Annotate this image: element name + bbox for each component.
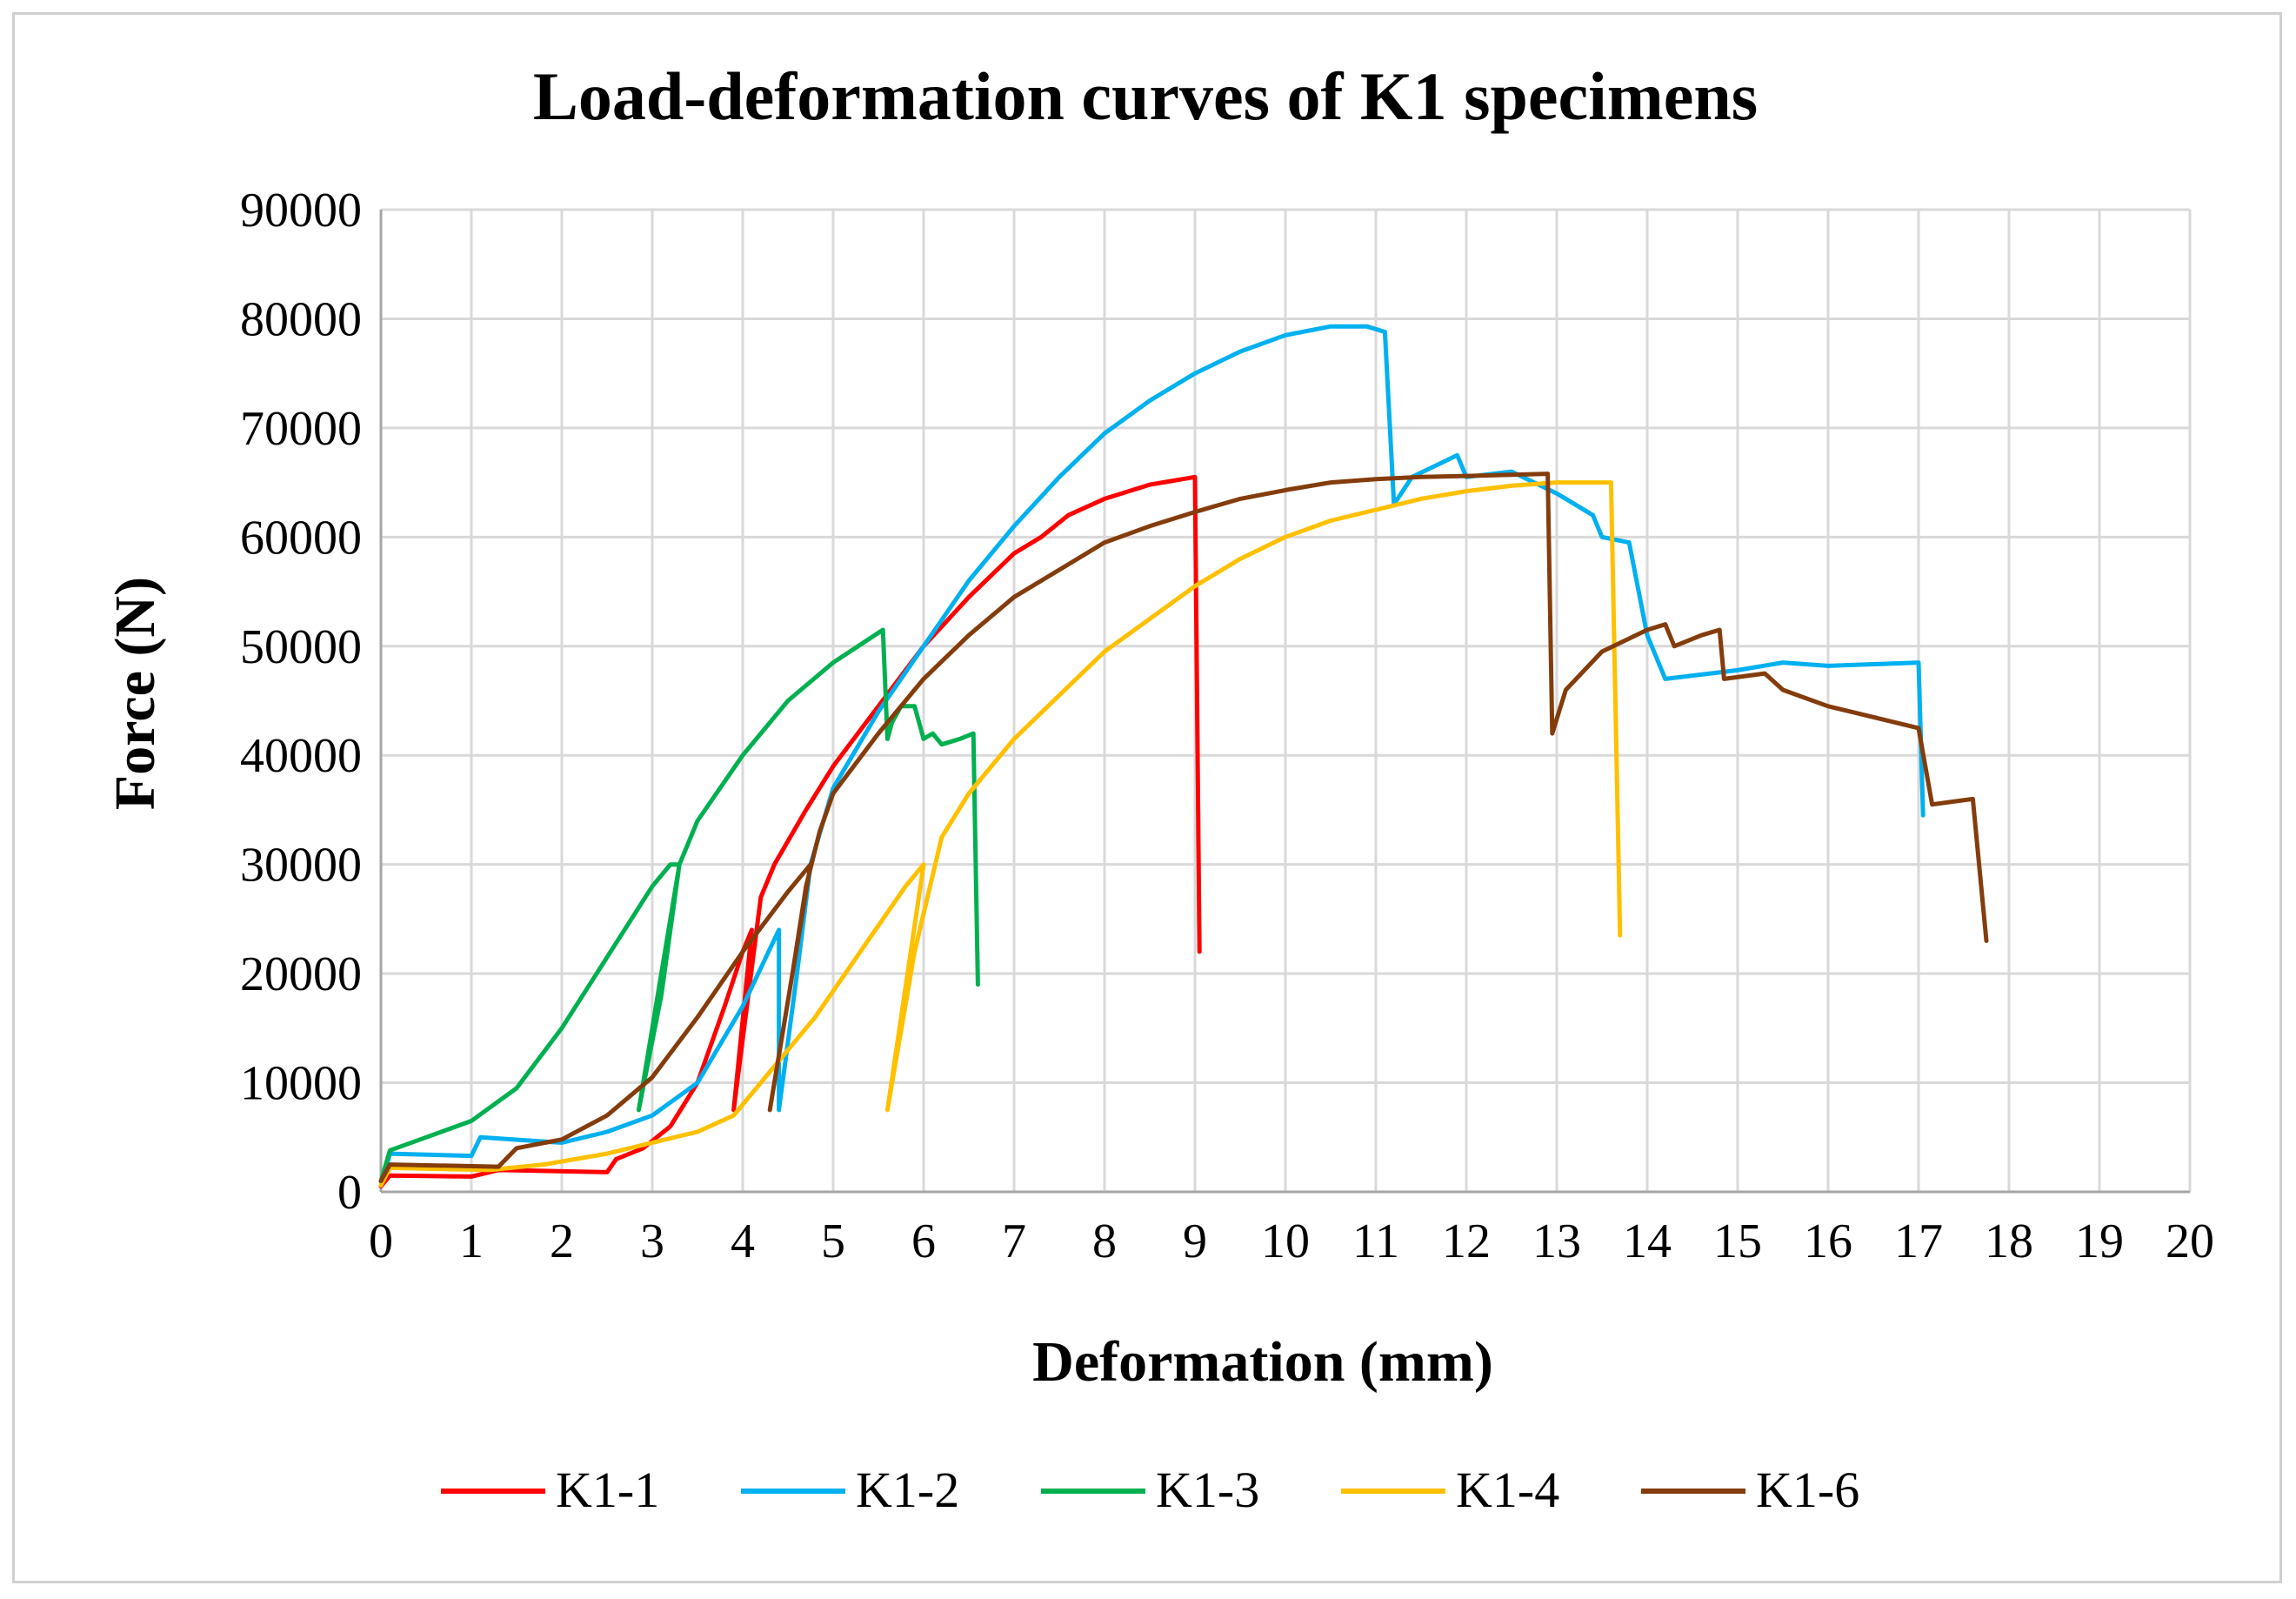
- chart-frame: Load-deformation curves of K1 specimens …: [12, 12, 2282, 1583]
- x-tick-label: 4: [731, 1214, 755, 1268]
- series-line-k1-6: [378, 472, 1989, 1183]
- x-tick-label: 20: [2166, 1214, 2214, 1268]
- y-tick-label: 70000: [240, 402, 362, 456]
- x-tick-label: 8: [1092, 1214, 1117, 1268]
- x-tick-label: 6: [911, 1214, 936, 1268]
- series-lines: [378, 324, 1989, 1189]
- legend-label-k1-3: K1-3: [1156, 1462, 1259, 1518]
- series-line-k1-1: [378, 474, 1202, 1189]
- x-axis-title: Deformation (mm): [1032, 1330, 1493, 1394]
- legend-label-k1-1: K1-1: [556, 1462, 659, 1518]
- x-tick-label: 1: [459, 1214, 484, 1268]
- series-line-k1-2: [378, 324, 1926, 1188]
- chart-svg: Load-deformation curves of K1 specimens …: [103, 58, 2214, 1518]
- y-tick-label: 40000: [240, 729, 362, 783]
- series-line-k1-3: [378, 627, 980, 1183]
- x-tick-label: 12: [1442, 1214, 1491, 1268]
- legend-label-k1-2: K1-2: [856, 1462, 959, 1518]
- x-tick-label: 14: [1623, 1214, 1672, 1268]
- x-tick-label: 15: [1713, 1214, 1762, 1268]
- x-tick-label: 17: [1894, 1214, 1943, 1268]
- y-tick-label: 0: [337, 1166, 362, 1220]
- y-tick-labels: 0 10000 20000 30000 40000 50000 60000 70000 8000…: [240, 184, 362, 1220]
- y-tick-label: 20000: [240, 947, 362, 1001]
- axes: [379, 210, 2190, 1194]
- x-tick-label: 7: [1002, 1214, 1026, 1268]
- legend: K1-1 K1-2 K1-3 K1-4 K1-6: [441, 1462, 1859, 1518]
- y-axis-title: Force (N): [103, 577, 167, 810]
- x-tick-labels: 0 1 2 3 4 5 6 7 8 9 10 11 12 13 14 15 16 17 18 19 20: [369, 1214, 2214, 1268]
- x-tick-label: 16: [1804, 1214, 1852, 1268]
- x-tick-label: 19: [2075, 1214, 2124, 1268]
- x-tick-label: 13: [1532, 1214, 1581, 1268]
- series-line-k1-4: [378, 480, 1623, 1188]
- x-tick-label: 11: [1352, 1214, 1399, 1268]
- x-tick-label: 5: [821, 1214, 845, 1268]
- y-tick-label: 90000: [240, 184, 362, 238]
- y-tick-label: 80000: [240, 292, 362, 346]
- y-tick-label: 60000: [240, 511, 362, 565]
- y-tick-label: 50000: [240, 620, 362, 674]
- x-tick-label: 0: [369, 1214, 393, 1268]
- x-tick-label: 9: [1183, 1214, 1207, 1268]
- x-tick-label: 18: [1985, 1214, 2033, 1268]
- chart-title: Load-deformation curves of K1 specimens: [533, 58, 1758, 134]
- y-tick-label: 10000: [240, 1057, 362, 1111]
- x-tick-label: 2: [550, 1214, 574, 1268]
- x-tick-label: 3: [640, 1214, 664, 1268]
- legend-label-k1-6: K1-6: [1756, 1462, 1859, 1518]
- x-tick-label: 10: [1261, 1214, 1310, 1268]
- y-tick-label: 30000: [240, 839, 362, 893]
- legend-label-k1-4: K1-4: [1456, 1462, 1559, 1518]
